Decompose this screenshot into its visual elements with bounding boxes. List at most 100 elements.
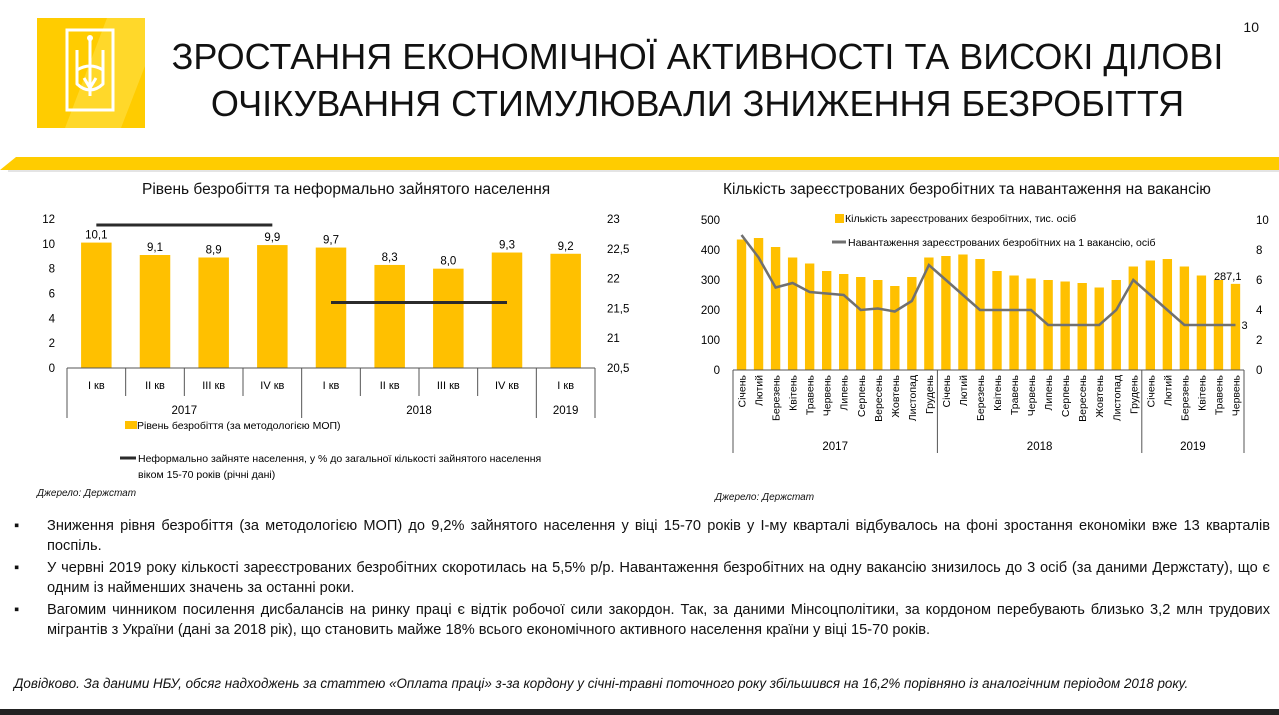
data-label: 9,1 xyxy=(147,242,163,254)
y-tick-label: 12 xyxy=(42,214,55,226)
y-tick-label: 2 xyxy=(49,338,55,350)
yellow-divider-band xyxy=(0,157,1279,172)
x-tick-label: Березень xyxy=(975,374,987,421)
y2-tick-label: 10 xyxy=(1256,215,1269,227)
x-tick-label: Травень xyxy=(805,374,817,415)
bar xyxy=(975,259,985,370)
chart1-source: Джерело: Держстат xyxy=(37,488,137,499)
x-tick-label: Жовтень xyxy=(890,374,902,417)
bar xyxy=(1111,280,1121,370)
bar xyxy=(550,253,581,368)
y2-tick-label: 2 xyxy=(1256,335,1262,347)
title-line-1: ЗРОСТАННЯ ЕКОНОМІЧНОЇ АКТИВНОСТІ ТА ВИСО… xyxy=(171,36,1224,77)
x-tick-label: Жовтень xyxy=(1094,374,1106,417)
y-tick-label: 400 xyxy=(701,245,720,257)
bar xyxy=(821,271,832,370)
reference-note: Довідково. За даними НБУ, обсяг надходже… xyxy=(14,676,1189,691)
x-group-label: 2018 xyxy=(1027,441,1053,453)
x-tick-label: Березень xyxy=(1179,374,1191,421)
data-label: 8,0 xyxy=(440,256,456,268)
bar xyxy=(736,239,747,370)
x-tick-label: III кв xyxy=(202,380,225,392)
y-tick-label: 6 xyxy=(49,289,55,301)
y-tick-label: 10 xyxy=(42,239,55,251)
bar xyxy=(890,286,900,370)
bar xyxy=(1162,259,1173,370)
bar xyxy=(1196,275,1207,370)
bar xyxy=(770,247,781,370)
title-line-2: ОЧІКУВАННЯ СТИМУЛЮВАЛИ ЗНИЖЕННЯ БЕЗРОБІТ… xyxy=(210,83,1185,124)
vacancy-load-line xyxy=(740,234,1236,327)
data-label: 9,7 xyxy=(323,235,339,247)
x-tick-label: I кв xyxy=(557,380,574,392)
bar xyxy=(839,274,849,370)
legend-line-label-2: віком 15-70 років (річні дані) xyxy=(138,469,275,481)
x-tick-label: Квітень xyxy=(1196,374,1208,410)
bullet-marker: ▪ xyxy=(14,518,20,534)
legend-bar-swatch xyxy=(125,421,137,429)
x-tick-label: Липень xyxy=(1043,374,1055,410)
y2-tick-label: 21,5 xyxy=(607,303,629,315)
bar xyxy=(1077,283,1087,370)
bar xyxy=(992,271,1002,370)
bullet-text: Зниження рівня безробіття (за методологі… xyxy=(47,518,1270,554)
bar xyxy=(1094,287,1104,370)
x-tick-label: Вересень xyxy=(1077,374,1089,421)
bar xyxy=(907,277,917,370)
bullet-text: Вагомим чинником посилення дисбалансів н… xyxy=(47,602,1270,638)
data-label: 8,3 xyxy=(382,252,398,264)
x-tick-label: Листопад xyxy=(1111,375,1123,421)
x-tick-label: Березень xyxy=(771,374,783,421)
bar xyxy=(433,268,464,368)
bar xyxy=(374,264,405,368)
x-tick-label: Серпень xyxy=(1060,374,1072,417)
x-tick-label: II кв xyxy=(145,380,165,392)
y-tick-label: 300 xyxy=(701,275,720,287)
bar xyxy=(924,257,934,370)
x-tick-label: Вересень xyxy=(873,374,885,421)
x-tick-label: Листопад xyxy=(907,375,919,421)
last-line-label: 3 xyxy=(1241,320,1247,332)
y-tick-label: 200 xyxy=(701,305,720,317)
x-tick-label: Лютий xyxy=(754,375,766,406)
bar xyxy=(1230,283,1241,370)
y-tick-label: 500 xyxy=(701,215,720,227)
y2-tick-label: 21 xyxy=(607,333,620,345)
x-tick-label: III кв xyxy=(437,380,460,392)
legend-bar-label: Кількість зареєстрованих безробітних, ти… xyxy=(845,213,1076,225)
bar xyxy=(81,242,112,368)
x-tick-label: I кв xyxy=(323,380,340,392)
bullet-marker: ▪ xyxy=(14,602,20,618)
x-group-label: 2019 xyxy=(1180,441,1206,453)
bar xyxy=(1179,266,1190,370)
y2-tick-label: 0 xyxy=(1256,365,1262,377)
chart2-registered-unemployed: 0 100 200 300 400 500 0 2 4 6 8 10 Січень Лютий Березе… xyxy=(701,213,1269,453)
bullet-item: ▪ Зниження рівня безробіття (за методолог… xyxy=(14,517,1270,556)
x-tick-label: II кв xyxy=(380,380,400,392)
legend-bar-swatch xyxy=(835,214,844,223)
bar xyxy=(941,256,951,370)
x-tick-label: Квітень xyxy=(992,374,1004,410)
y-tick-label: 8 xyxy=(49,264,55,276)
data-label: 10,1 xyxy=(85,230,107,242)
chart1-title: Рівень безробіття та неформально зайнято… xyxy=(142,181,551,198)
x-tick-label: Грудень xyxy=(1128,374,1140,413)
x-tick-label: Травень xyxy=(1213,374,1225,415)
x-group-label: 2017 xyxy=(822,441,848,453)
x-tick-label: Червень xyxy=(1230,374,1242,416)
page-number: 10 xyxy=(1243,19,1259,35)
x-tick-label: Серпень xyxy=(856,374,868,417)
bar xyxy=(1145,260,1156,370)
bar xyxy=(257,245,288,368)
y2-tick-label: 23 xyxy=(607,214,620,226)
x-tick-label: Лютий xyxy=(958,375,970,406)
x-tick-label: Квітень xyxy=(788,374,800,410)
data-label: 9,2 xyxy=(558,241,574,253)
y-tick-label: 100 xyxy=(701,335,720,347)
bullet-item: ▪ У червні 2019 року кількості зареєстров… xyxy=(14,559,1270,598)
x-group-label: 2018 xyxy=(406,405,432,417)
legend-line-label: Навантаження зареєстрованих безробітних … xyxy=(848,237,1155,249)
bar xyxy=(787,257,798,370)
y2-tick-label: 6 xyxy=(1256,275,1262,287)
x-tick-label: Лютий xyxy=(1162,375,1174,406)
